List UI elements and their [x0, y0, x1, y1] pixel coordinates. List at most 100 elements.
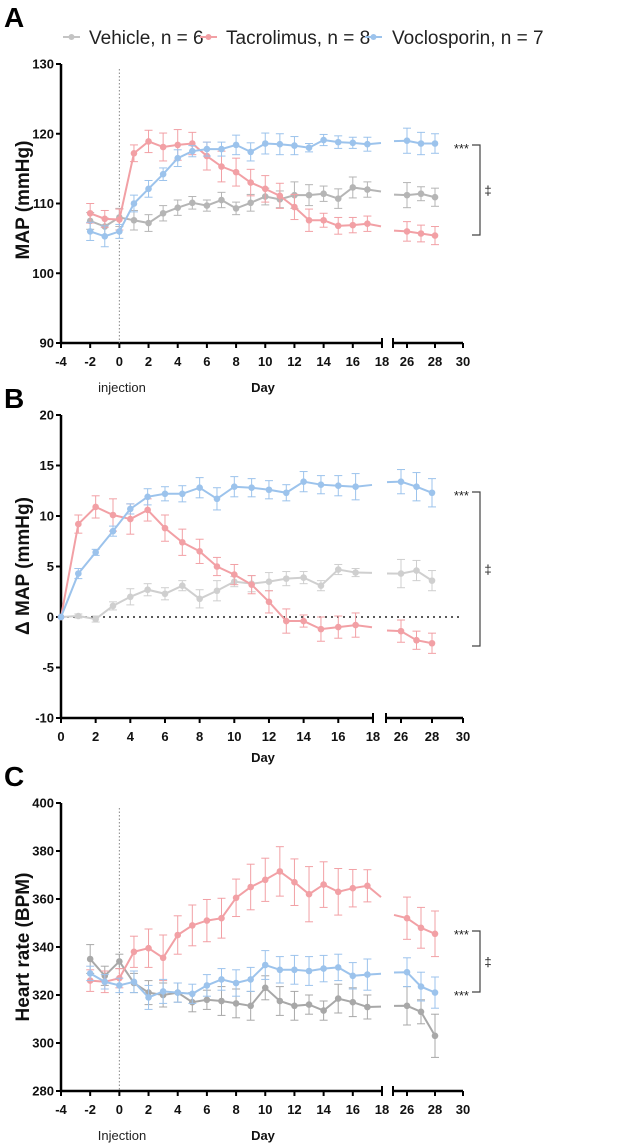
legend-marker: [370, 34, 377, 40]
data-point: [174, 931, 182, 939]
data-point: [431, 930, 439, 938]
data-point: [127, 593, 134, 601]
data-point: [247, 1002, 254, 1010]
series-voclosporin: [86, 127, 439, 248]
legend-label: Voclosporin, n = 7: [392, 28, 544, 49]
data-point: [265, 486, 273, 494]
x-tick-label: 6: [203, 1102, 210, 1117]
x-tick-label: 28: [428, 354, 442, 369]
y-tick-label: 300: [32, 1036, 54, 1051]
data-point: [431, 232, 439, 239]
y-tick-label: 380: [32, 844, 54, 859]
data-point: [174, 204, 182, 211]
data-point: [300, 478, 307, 485]
x-tick-label: 14: [316, 1102, 331, 1117]
data-point: [349, 221, 357, 229]
data-point: [317, 481, 325, 488]
data-point: [403, 228, 411, 235]
series-line: [386, 480, 433, 494]
data-point: [144, 586, 151, 594]
x-tick-label: 26: [400, 354, 414, 369]
data-point: [291, 142, 298, 149]
data-point: [305, 967, 313, 975]
x-tick-label: 8: [196, 729, 203, 744]
data-point: [276, 192, 284, 200]
data-point: [218, 976, 225, 983]
data-point: [291, 203, 298, 211]
data-point: [364, 186, 371, 193]
significance-bracket: [472, 491, 481, 647]
data-point: [159, 988, 167, 995]
data-point: [305, 191, 313, 199]
data-point: [145, 138, 152, 145]
data-point: [231, 483, 238, 491]
y-axis-label-a: MAP (mmHg): [13, 141, 34, 260]
data-point: [334, 995, 342, 1002]
data-point: [320, 190, 327, 198]
y-tick-label: 110: [33, 196, 54, 211]
data-point: [179, 538, 186, 546]
data-point: [300, 574, 307, 581]
data-point: [130, 200, 138, 207]
data-point: [261, 876, 269, 884]
series-line: [393, 229, 436, 237]
data-point: [282, 617, 290, 625]
data-point: [218, 196, 225, 204]
data-point: [431, 193, 439, 201]
y-tick-label: 130: [32, 57, 54, 72]
data-point: [159, 170, 167, 178]
data-point: [417, 924, 425, 932]
series-vehicle: [57, 558, 436, 623]
data-point: [403, 1002, 411, 1010]
series-line: [393, 1004, 436, 1037]
x-tick-label: 2: [92, 729, 99, 744]
panel-a: 90 100 110 120 130 -4 -2 0 2 4 6 8 10 12 14 16 18 26 28 30 *…: [32, 57, 491, 370]
data-point: [196, 484, 203, 492]
legend-marker: [68, 34, 75, 40]
data-point: [397, 627, 405, 635]
y-tick-label: 100: [32, 266, 54, 281]
data-point: [276, 868, 284, 875]
series-voclosporin: [86, 950, 439, 1010]
data-point: [179, 582, 186, 589]
data-point: [179, 490, 186, 498]
data-point: [305, 216, 313, 224]
series-line: [393, 139, 435, 145]
data-point: [218, 914, 225, 922]
data-point: [145, 944, 152, 952]
data-point: [174, 141, 182, 149]
data-point: [413, 483, 420, 491]
x-tick-label: 4: [174, 1102, 182, 1117]
x-tick-label: 10: [258, 1102, 272, 1117]
injection-label-c: Injection: [98, 1128, 146, 1143]
x-axis-label-a: Day: [251, 380, 276, 395]
y-tick-label: -10: [35, 711, 54, 726]
data-point: [428, 577, 436, 584]
data-point: [320, 136, 327, 144]
data-point: [403, 914, 411, 922]
series-tacrolimus: [57, 495, 436, 654]
data-point: [213, 563, 221, 570]
series-tacrolimus: [86, 846, 439, 994]
panel-letter-a: A: [4, 2, 24, 33]
data-point: [320, 1007, 327, 1014]
data-point: [159, 143, 167, 151]
x-tick-label: 26: [394, 729, 408, 744]
data-point: [92, 615, 99, 623]
data-point: [130, 149, 138, 157]
significance-stars-top: ***: [454, 927, 469, 942]
significance-dagger: ‡: [484, 183, 491, 198]
data-point: [428, 489, 436, 497]
data-point: [320, 965, 327, 972]
significance-stars-bottom: ***: [454, 988, 469, 1003]
data-point: [282, 489, 290, 497]
data-point: [247, 148, 254, 156]
y-tick-label: 20: [40, 408, 54, 423]
series-line: [393, 192, 436, 199]
data-point: [428, 639, 436, 647]
data-point: [92, 503, 99, 511]
data-point: [265, 578, 273, 585]
x-tick-label: 30: [456, 354, 470, 369]
series-tacrolimus: [86, 129, 439, 246]
data-point: [130, 216, 138, 224]
